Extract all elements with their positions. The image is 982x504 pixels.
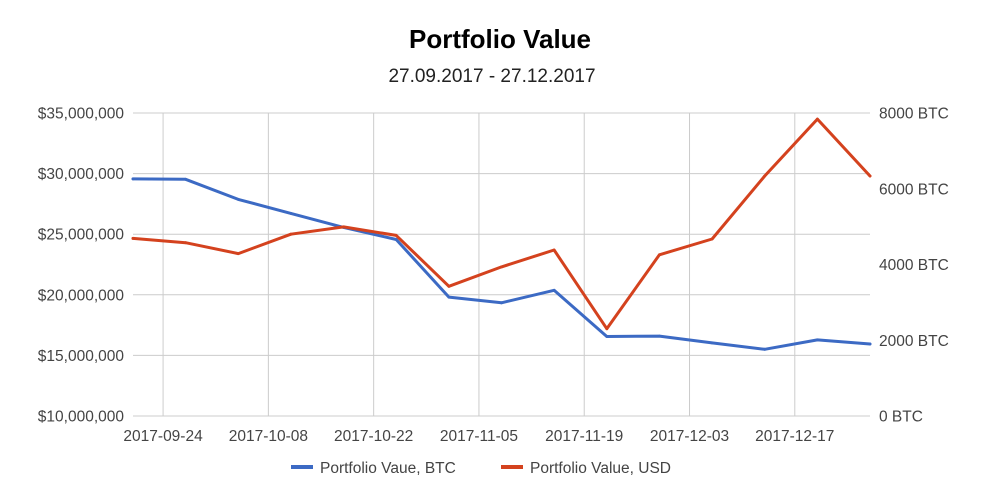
y-left-tick-label: $15,000,000 bbox=[38, 348, 125, 365]
data-point-usd bbox=[710, 237, 714, 241]
data-point-usd bbox=[552, 248, 556, 252]
series-line-usd bbox=[131, 117, 872, 331]
legend: Portfolio Vaue, BTC Portfolio Value, USD bbox=[291, 460, 671, 477]
axis-labels: $10,000,000 $15,000,000 $20,000,000 $25,000… bbox=[38, 106, 949, 446]
data-point-btc bbox=[289, 212, 293, 215]
data-point-btc bbox=[500, 301, 503, 305]
data-point-btc bbox=[710, 341, 714, 345]
data-point-usd bbox=[658, 253, 661, 257]
data-point-btc bbox=[763, 347, 767, 351]
data-point-btc bbox=[816, 338, 819, 342]
data-point-usd bbox=[289, 232, 293, 236]
data-point-usd bbox=[342, 225, 345, 229]
y-left-tick-label: $30,000,000 bbox=[38, 166, 125, 183]
legend-label-btc: Portfolio Vaue, BTC bbox=[320, 460, 456, 477]
y-left-tick-label: $35,000,000 bbox=[38, 106, 125, 123]
y-right-tick-label: 0 BTC bbox=[879, 409, 923, 426]
data-point-btc bbox=[394, 238, 398, 241]
x-tick-label: 2017-11-19 bbox=[545, 428, 623, 445]
data-point-usd bbox=[236, 252, 240, 256]
y-left-tick-label: $10,000,000 bbox=[38, 409, 125, 426]
data-point-btc bbox=[131, 177, 135, 181]
data-point-usd bbox=[131, 237, 135, 240]
y-right-tick-label: 8000 BTC bbox=[879, 106, 949, 123]
data-point-usd bbox=[184, 241, 188, 245]
data-point-btc bbox=[868, 342, 872, 346]
legend-label-usd: Portfolio Value, USD bbox=[530, 460, 671, 477]
data-point-btc bbox=[236, 198, 240, 201]
chart-title: Portfolio Value bbox=[409, 24, 591, 54]
gridlines bbox=[133, 112, 870, 417]
x-tick-label: 2017-10-08 bbox=[229, 428, 308, 445]
data-point-usd bbox=[394, 234, 398, 237]
data-point-btc bbox=[658, 334, 661, 338]
x-tick-label: 2017-09-24 bbox=[123, 428, 203, 445]
y-left-tick-label: $25,000,000 bbox=[38, 227, 125, 244]
data-point-usd bbox=[763, 174, 767, 178]
x-tick-label: 2017-10-22 bbox=[334, 428, 413, 445]
data-point-btc bbox=[184, 177, 188, 181]
series-line-btc bbox=[131, 177, 872, 351]
y-right-tick-label: 4000 BTC bbox=[879, 257, 949, 274]
y-left-tick-label: $20,000,000 bbox=[38, 287, 125, 304]
series-lines bbox=[131, 117, 872, 351]
data-point-btc bbox=[447, 295, 451, 299]
data-point-usd bbox=[816, 117, 819, 121]
x-tick-label: 2017-12-03 bbox=[650, 428, 729, 445]
y-right-tick-label: 2000 BTC bbox=[879, 333, 949, 350]
data-point-btc bbox=[605, 335, 609, 338]
data-point-usd bbox=[447, 284, 451, 288]
x-tick-label: 2017-11-05 bbox=[440, 428, 518, 445]
data-point-usd bbox=[868, 174, 872, 178]
chart-subtitle: 27.09.2017 - 27.12.2017 bbox=[388, 66, 595, 87]
data-point-btc bbox=[552, 288, 556, 292]
x-tick-label: 2017-12-17 bbox=[755, 428, 834, 445]
y-right-tick-label: 6000 BTC bbox=[879, 181, 949, 198]
data-point-usd bbox=[500, 265, 503, 269]
data-point-usd bbox=[605, 327, 609, 331]
